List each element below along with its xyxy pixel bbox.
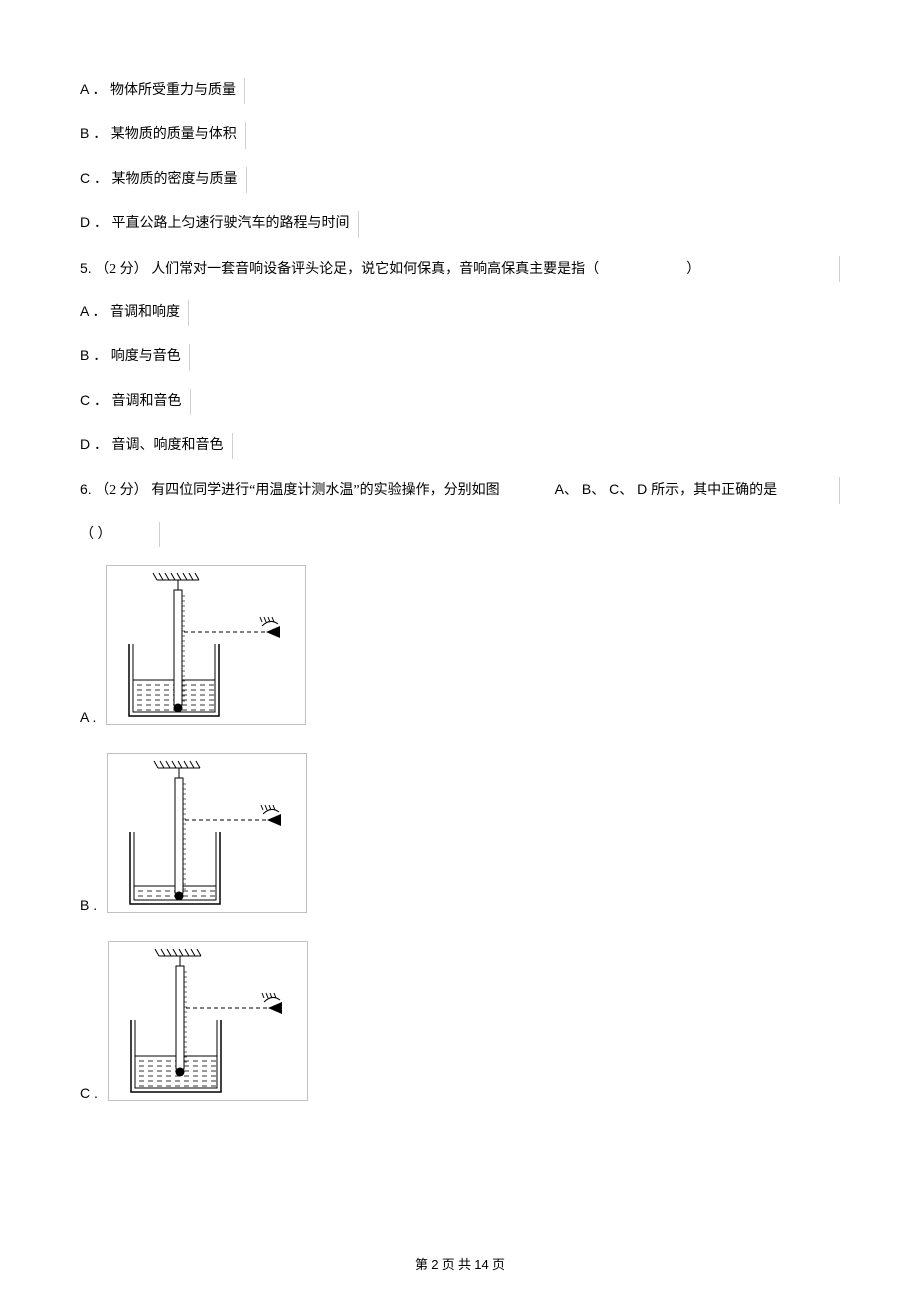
- q4-option-a: A ． 物体所受重力与质量: [80, 78, 840, 104]
- q5-option-d-text: 音调、响度和音色: [108, 438, 224, 453]
- q6-figure-c: [108, 941, 308, 1101]
- q4-option-c-label: C ．: [80, 170, 108, 186]
- q6-paren: （ ）: [80, 527, 112, 542]
- q4-option-a-text: 物体所受重力与质量: [106, 83, 236, 98]
- q6-figure-b: [107, 753, 307, 913]
- q6-text-b: A、 B、 C、 D 所示，其中正确的是: [555, 481, 777, 497]
- q6-figure-a-label: A .: [80, 709, 96, 725]
- q5-option-b: B ． 响度与音色: [80, 344, 840, 370]
- q6-text-a: 有四位同学进行“用温度计测水温”的实验操作，分别如图: [151, 483, 499, 498]
- q5-option-b-text: 响度与音色: [107, 349, 181, 364]
- footer-pre: 第: [415, 1257, 431, 1272]
- q4-option-b-text: 某物质的质量与体积: [107, 127, 237, 142]
- footer-mid: 页 共: [442, 1257, 475, 1272]
- q6-figure-a-row: A .: [80, 565, 840, 725]
- q4-option-d: D ． 平直公路上匀速行驶汽车的路程与时间: [80, 211, 840, 237]
- q6-number: 6.: [80, 481, 92, 497]
- q4-option-b: B ． 某物质的质量与体积: [80, 122, 840, 148]
- q4-option-c: C ． 某物质的密度与质量: [80, 167, 840, 193]
- q4-option-a-label: A ．: [80, 81, 106, 97]
- q6-figure-b-row: B .: [80, 753, 840, 913]
- page-footer: 第 2 页 共 14 页: [0, 1254, 920, 1273]
- q5-option-c-label: C ．: [80, 392, 108, 408]
- q5-option-c: C ． 音调和音色: [80, 389, 840, 415]
- q5-option-a: A ． 音调和响度: [80, 300, 840, 326]
- q5-close: ）: [686, 262, 700, 277]
- q6-figure-a: [106, 565, 306, 725]
- q5-option-b-label: B ．: [80, 347, 107, 363]
- q5-option-a-text: 音调和响度: [106, 305, 180, 320]
- question-6: 6. （2 分） 有四位同学进行“用温度计测水温”的实验操作，分别如图 A、 B…: [80, 477, 840, 503]
- footer-total: 14: [474, 1257, 488, 1272]
- q5-option-d: D ． 音调、响度和音色: [80, 433, 840, 459]
- q6-paren-line: （ ）: [80, 522, 160, 547]
- q6-figure-b-label: B .: [80, 897, 97, 913]
- q5-option-c-text: 音调和音色: [108, 394, 182, 409]
- q5-points: （2 分）: [95, 262, 148, 277]
- q6-figure-c-label: C .: [80, 1085, 98, 1101]
- q4-option-d-label: D ．: [80, 214, 108, 230]
- q4-option-c-text: 某物质的密度与质量: [108, 172, 238, 187]
- q5-number: 5.: [80, 260, 92, 276]
- q5-option-a-label: A ．: [80, 303, 106, 319]
- question-5: 5. （2 分） 人们常对一套音响设备评头论足，说它如何保真，音响高保真主要是指…: [80, 256, 840, 282]
- q5-option-d-label: D ．: [80, 436, 108, 452]
- q6-figure-c-row: C .: [80, 941, 840, 1101]
- footer-post: 页: [492, 1257, 505, 1272]
- q4-option-d-text: 平直公路上匀速行驶汽车的路程与时间: [108, 216, 350, 231]
- footer-page: 2: [431, 1257, 438, 1272]
- q4-option-b-label: B ．: [80, 125, 107, 141]
- q5-text: 人们常对一套音响设备评头论足，说它如何保真，音响高保真主要是指（: [151, 262, 599, 277]
- q6-points: （2 分）: [95, 483, 148, 498]
